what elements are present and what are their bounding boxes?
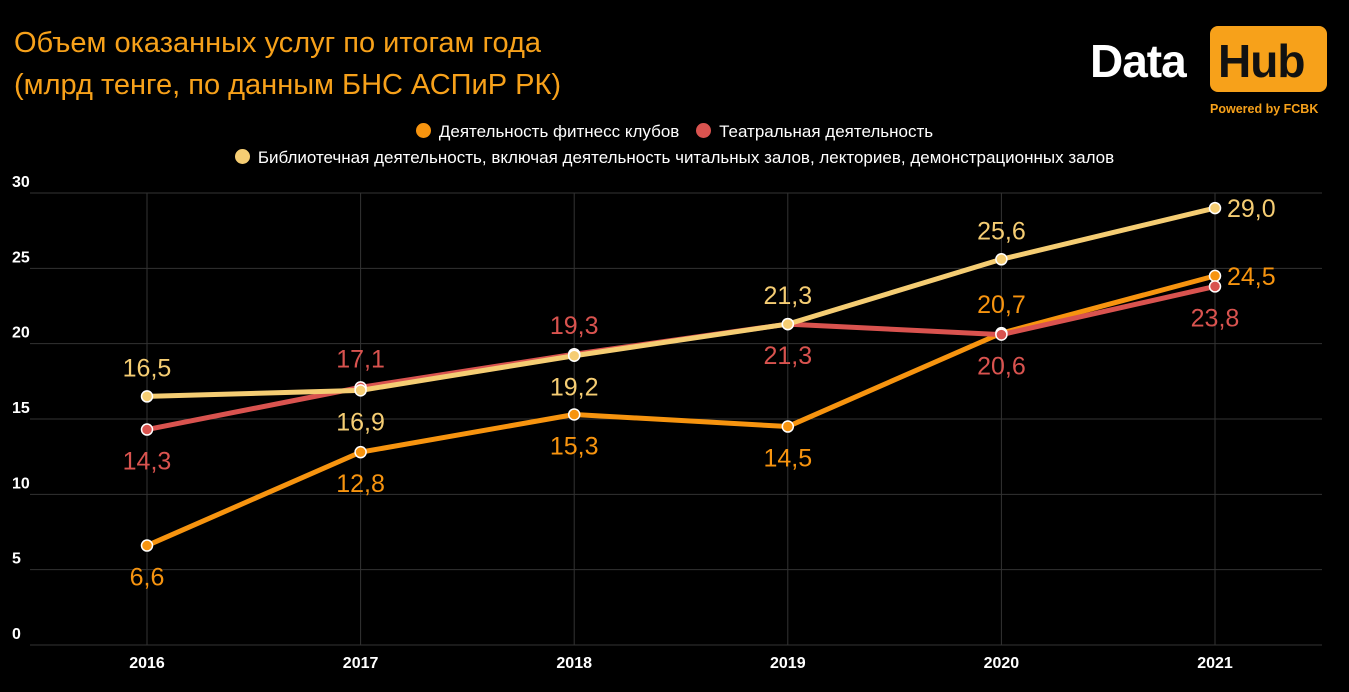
legend-item-theatre: Театральная деятельность (696, 122, 933, 142)
y-tick-label-20: 20 (12, 325, 30, 342)
legend-label-theatre: Театральная деятельность (719, 122, 934, 141)
y-tick-label-10: 10 (12, 475, 30, 492)
legend-item-fitness: Деятельность фитнесс клубов (415, 122, 680, 142)
legend-dot-theatre (696, 123, 712, 138)
y-tick-label-0: 0 (12, 626, 21, 643)
series-line-1 (144, 283, 1218, 433)
series-line-0 (144, 273, 1218, 549)
logo-hub-box (1210, 26, 1327, 92)
y-tick-label-30: 30 (12, 174, 30, 191)
title-line-2: (млрд тенге, по данным БНС АСПиР РК) (14, 69, 562, 101)
data-label-1-2: 19,3 (550, 312, 599, 340)
x-tick-label-2016: 2016 (129, 655, 165, 672)
logo-tagline: Powered by FCBK (1210, 102, 1319, 116)
legend-item-library: Библиотечная деятельность, включая деяте… (234, 148, 1115, 168)
legend-row-2: Библиотечная деятельность, включая деяте… (0, 148, 1349, 168)
legend-dot-library (234, 149, 250, 164)
y-tick-label-15: 15 (12, 400, 30, 417)
data-point-2-1 (354, 384, 367, 397)
y-tick-label-25: 25 (12, 249, 30, 266)
data-point-0-2 (567, 408, 581, 421)
data-point-2-3 (781, 317, 795, 331)
data-point-1-4 (995, 328, 1008, 341)
data-point-0-5 (1208, 269, 1222, 283)
data-label-2-4: 25,6 (977, 217, 1026, 245)
data-label-0-4: 20,7 (977, 291, 1026, 319)
data-label-2-2: 19,2 (550, 374, 599, 402)
legend-dot-fitness (415, 123, 431, 138)
data-label-1-1: 17,1 (336, 345, 385, 373)
data-label-1-0: 14,3 (123, 448, 172, 476)
data-label-0-3: 14,5 (763, 445, 812, 473)
data-point-2-4 (995, 253, 1008, 266)
data-label-2-1: 16,9 (336, 408, 385, 436)
data-point-0-1 (354, 445, 367, 459)
logo-word-data: Data (1090, 35, 1187, 87)
x-tick-label-2020: 2020 (984, 655, 1020, 672)
data-point-0-0 (140, 539, 154, 552)
legend-label-library: Библиотечная деятельность, включая деяте… (257, 148, 1115, 167)
data-label-1-5: 23,8 (1191, 304, 1240, 332)
data-point-2-0 (140, 390, 154, 403)
legend-label-fitness: Деятельность фитнесс клубов (438, 122, 680, 141)
data-label-0-1: 12,8 (336, 470, 385, 498)
data-point-1-0 (140, 423, 154, 436)
data-label-1-3: 21,3 (763, 342, 812, 370)
data-point-2-2 (567, 349, 581, 362)
data-label-0-2: 15,3 (550, 432, 599, 460)
data-label-0-5: 24,5 (1227, 263, 1276, 291)
data-label-0-0: 6,6 (130, 564, 165, 592)
data-label-1-4: 20,6 (977, 353, 1026, 381)
title-line-1: Объем оказанных услуг по итогам года (14, 27, 542, 59)
x-tick-label-2021: 2021 (1197, 655, 1233, 672)
datahub-logo: Data Hub Powered by FCBK (1090, 26, 1330, 121)
legend-row-1: Деятельность фитнесс клубов Театральная … (0, 122, 1349, 142)
x-tick-label-2017: 2017 (343, 655, 379, 672)
x-tick-label-2018: 2018 (556, 655, 592, 672)
y-tick-label-5: 5 (12, 551, 21, 568)
chart-title: Объем оказанных услуг по итогам года (мл… (14, 22, 561, 106)
x-tick-label-2019: 2019 (770, 655, 806, 672)
data-label-2-5: 29,0 (1227, 195, 1276, 223)
data-point-0-3 (781, 420, 795, 433)
data-point-1-5 (1208, 280, 1222, 293)
data-point-2-5 (1208, 201, 1222, 215)
data-label-2-0: 16,5 (123, 354, 172, 382)
data-label-2-3: 21,3 (763, 282, 812, 310)
series-line-2 (144, 205, 1218, 399)
logo-word-hub: Hub (1218, 35, 1305, 87)
